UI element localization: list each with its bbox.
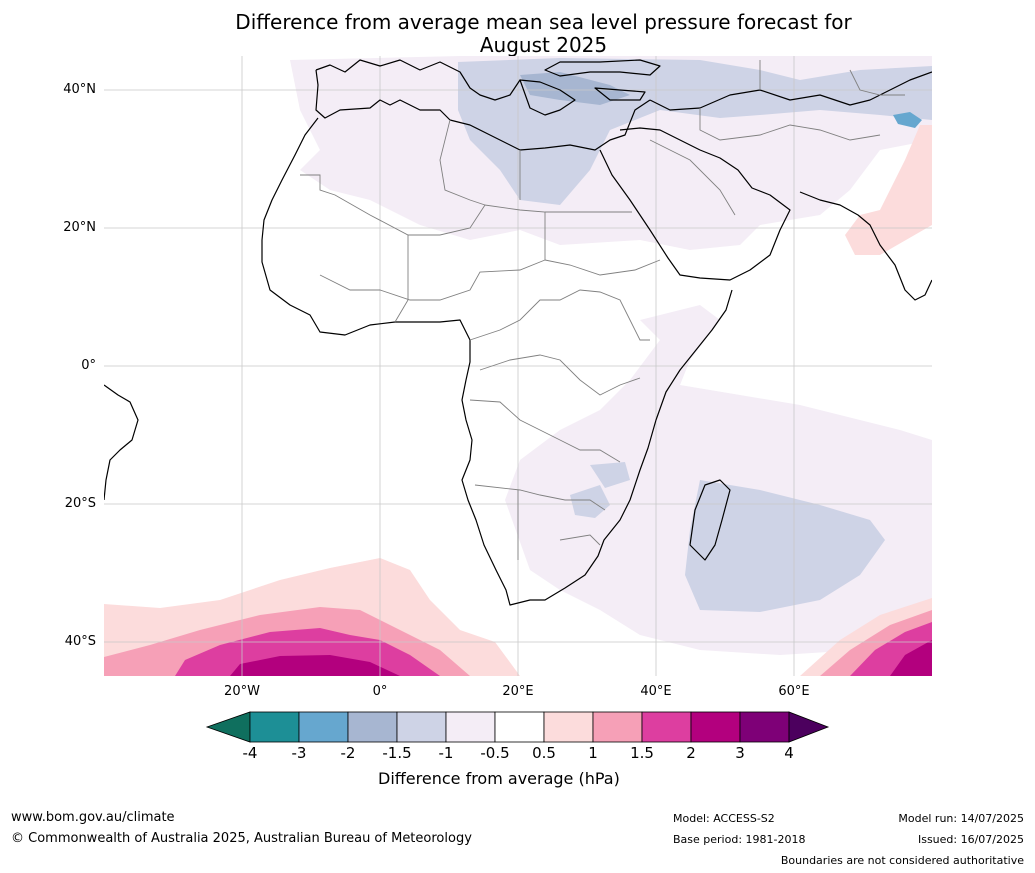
lat-label-40n: 40°N (63, 82, 96, 97)
lon-label-60e: 60°E (778, 684, 810, 699)
anomaly-region-aegean (520, 72, 630, 105)
colorbar-tick-label: 1 (588, 744, 598, 762)
colorbar-tick-label: 4 (784, 744, 794, 762)
colorbar-cell (445, 711, 496, 743)
colorbar-cell (641, 711, 692, 743)
colorbar-tick-label: -3 (291, 744, 307, 762)
colorbar-cell (690, 711, 741, 743)
colorbar-tick-label: -0.5 (480, 744, 510, 762)
footer-issued: Issued: 16/07/2025 (917, 833, 1024, 846)
country-borders (300, 60, 905, 560)
colorbar-tick-label: 2 (686, 744, 696, 762)
footer-disclaimer: Boundaries are not considered authoritat… (780, 854, 1024, 867)
lon-label-20w: 20°W (224, 684, 260, 699)
lon-label-40e: 40°E (640, 684, 672, 699)
colorbar-cell (249, 711, 300, 743)
colorbar-extend-high (788, 711, 830, 743)
colorbar-tick-label: 0.5 (532, 744, 556, 762)
colorbar-extend-low (205, 711, 251, 743)
colorbar-tick-label: 1.5 (630, 744, 654, 762)
lat-label-40s: 40°S (64, 634, 96, 649)
colorbar-cell (298, 711, 349, 743)
lon-label-0: 0° (372, 684, 388, 699)
footer-site: www.bom.gov.au/climate (11, 810, 175, 825)
colorbar-title: Difference from average (hPa) (378, 769, 620, 788)
colorbar-tick-label: -1 (438, 744, 454, 762)
footer-copyright: © Commonwealth of Australia 2025, Austra… (11, 831, 472, 846)
lat-label-20n: 20°N (63, 220, 96, 235)
lat-label-0: 0° (81, 358, 96, 373)
anomaly-region-southeast-3 (890, 640, 932, 676)
colorbar-tick-label: -1.5 (382, 744, 412, 762)
anomaly-region-south-atlantic-3 (230, 655, 400, 676)
anomaly-region-southern-africa (570, 485, 610, 518)
coastlines (104, 59, 932, 606)
colorbar-cell (396, 711, 447, 743)
anomaly-region-himalaya (893, 112, 922, 128)
colorbar-cell (347, 711, 398, 743)
footer-base-period: Base period: 1981-2018 (673, 833, 806, 846)
anomaly-region-indian-ocean (685, 480, 885, 612)
lat-label-20s: 20°S (64, 496, 96, 511)
colorbar-cell (592, 711, 643, 743)
colorbar-cell (739, 711, 790, 743)
map-title-line-1: Difference from average mean sea level p… (235, 10, 852, 34)
lon-label-20e: 20°E (502, 684, 534, 699)
colorbar-tick-label: 3 (735, 744, 745, 762)
colorbar-tick-label: -4 (242, 744, 258, 762)
colorbar-tick-label: -2 (340, 744, 356, 762)
map-title-line-2: August 2025 (479, 33, 608, 57)
anomaly-region-zambezi (590, 462, 630, 488)
colorbar-cell (494, 711, 545, 743)
footer-model: Model: ACCESS-S2 (673, 812, 775, 825)
colorbar-cell (543, 711, 594, 743)
footer-model-run: Model run: 14/07/2025 (898, 812, 1024, 825)
